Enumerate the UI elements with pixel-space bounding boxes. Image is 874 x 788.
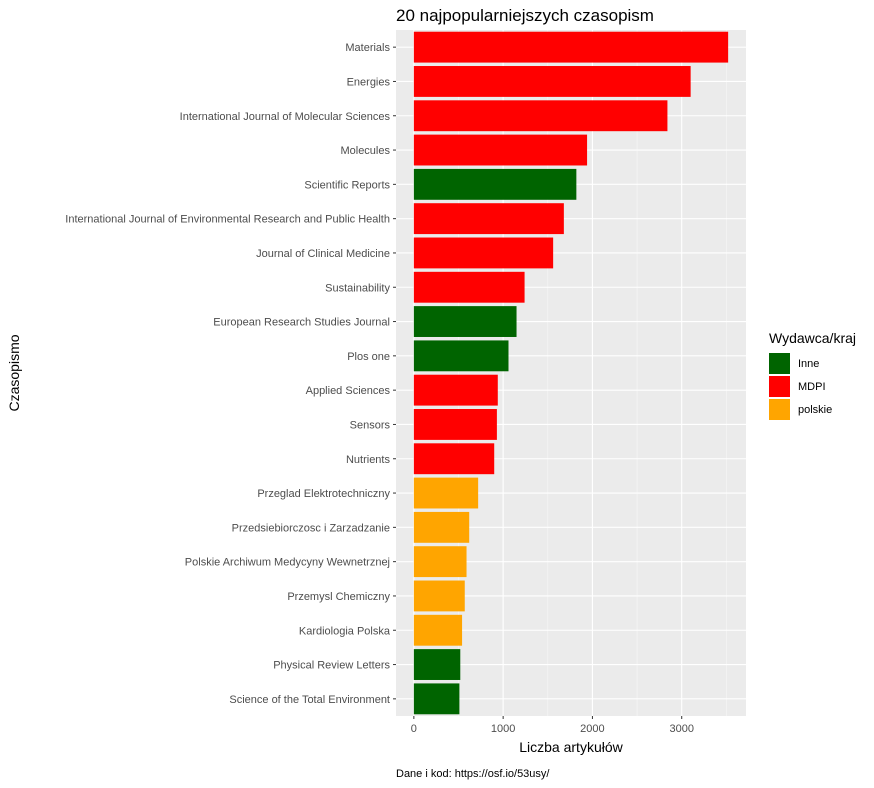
y-tick-label: International Journal of Molecular Scien… xyxy=(180,111,391,123)
legend: Wydawca/kraj Inne MDPI polskie xyxy=(769,330,856,421)
x-tick-label: 2000 xyxy=(580,723,604,735)
legend-swatch-mdpi xyxy=(769,376,790,397)
bar xyxy=(413,546,467,578)
y-axis: Materials Energies International Journal o… xyxy=(65,42,396,706)
y-tick-label: Sensors xyxy=(350,419,391,431)
legend-item-polskie: polskie xyxy=(769,398,856,421)
plot-panel xyxy=(396,30,746,716)
y-tick-label: Energies xyxy=(347,76,391,88)
y-tick-label: Materials xyxy=(345,42,390,54)
y-tick-label: European Research Studies Journal xyxy=(213,317,390,329)
chart-caption: Dane i kod: https://osf.io/53usy/ xyxy=(396,768,550,780)
legend-swatch-inne xyxy=(769,353,790,374)
bar xyxy=(413,306,517,337)
y-tick-label: Sustainability xyxy=(325,282,390,294)
bar xyxy=(413,66,691,97)
legend-label-polskie: polskie xyxy=(798,403,833,416)
bars xyxy=(413,31,729,715)
y-tick-label: International Journal of Environmental R… xyxy=(65,214,390,226)
legend-swatch-polskie xyxy=(769,399,790,420)
legend-item-mdpi: MDPI xyxy=(769,375,856,398)
x-tick-label: 3000 xyxy=(669,723,693,735)
bar xyxy=(413,580,465,612)
y-tick-label: Polskie Archiwum Medycyny Wewnetrznej xyxy=(185,557,390,569)
y-tick-label: Kardiologia Polska xyxy=(299,625,391,637)
bar xyxy=(413,203,564,235)
y-tick-label: Przeglad Elektrotechniczny xyxy=(257,488,390,500)
y-tick-label: Przemysl Chemiczny xyxy=(287,591,390,603)
bar xyxy=(413,134,588,166)
legend-item-inne: Inne xyxy=(769,352,856,375)
bar xyxy=(413,649,461,680)
legend-label-inne: Inne xyxy=(798,357,820,370)
bar xyxy=(413,271,525,303)
legend-label-mdpi: MDPI xyxy=(798,380,826,393)
y-tick-label: Applied Sciences xyxy=(306,385,391,397)
y-tick-label: Scientific Reports xyxy=(304,179,390,191)
bar xyxy=(413,340,509,372)
bar xyxy=(413,168,577,200)
chart-title: 20 najpopularniejszych czasopism xyxy=(396,6,654,25)
bar xyxy=(413,374,498,406)
y-tick-label: Przedsiebiorczosc i Zarzadzanie xyxy=(232,522,390,534)
y-tick-label: Plos one xyxy=(347,351,390,363)
y-tick-label: Molecules xyxy=(340,145,390,157)
y-axis-title: Czasopismo xyxy=(6,334,22,411)
y-tick-label: Journal of Clinical Medicine xyxy=(256,248,390,260)
x-axis: 0 1000 2000 3000 xyxy=(411,716,694,735)
bar xyxy=(413,31,729,63)
y-tick-label: Nutrients xyxy=(346,454,391,466)
bar xyxy=(413,511,470,543)
bar xyxy=(413,614,463,646)
x-axis-title: Liczba artykułów xyxy=(519,739,623,755)
bar xyxy=(413,683,460,715)
legend-title: Wydawca/kraj xyxy=(769,330,857,346)
bar xyxy=(413,237,554,269)
x-tick-label: 1000 xyxy=(491,723,515,735)
x-tick-label: 0 xyxy=(411,723,417,735)
bar xyxy=(413,100,668,132)
bar xyxy=(413,409,497,440)
y-tick-label: Science of the Total Environment xyxy=(229,694,390,706)
bar xyxy=(413,477,479,509)
bar xyxy=(413,443,495,475)
y-tick-label: Physical Review Letters xyxy=(273,660,390,672)
